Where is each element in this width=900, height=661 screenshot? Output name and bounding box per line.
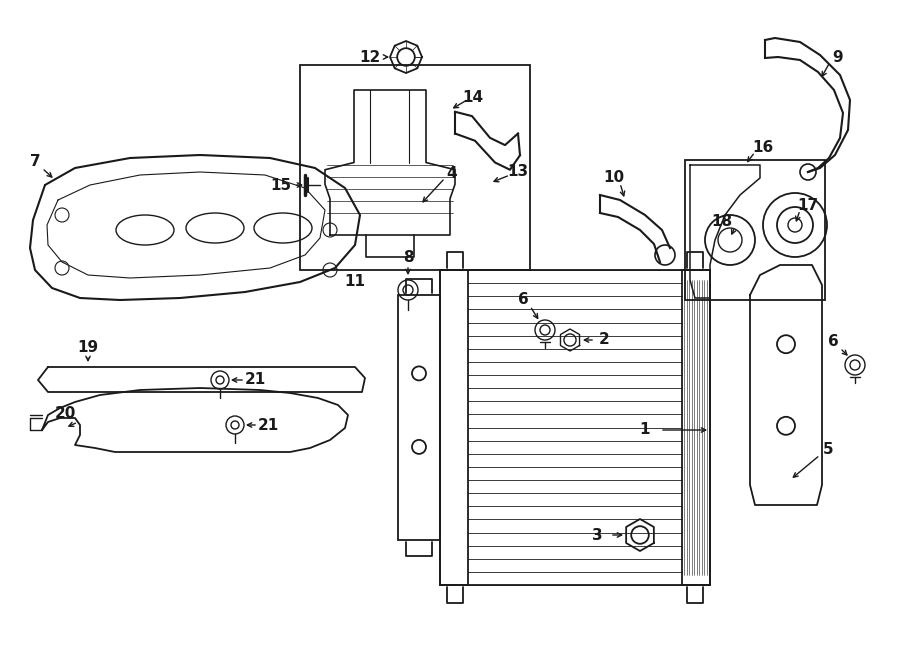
- Text: 6: 6: [518, 293, 528, 307]
- Text: 3: 3: [591, 527, 602, 543]
- Text: 6: 6: [828, 334, 839, 350]
- Text: 1: 1: [640, 422, 650, 438]
- Text: 20: 20: [54, 405, 76, 420]
- Bar: [685, 160, 825, 300]
- Bar: [300, 65, 530, 270]
- Bar: [440, 270, 710, 585]
- Text: 19: 19: [77, 340, 99, 354]
- Text: 16: 16: [752, 141, 774, 155]
- Text: 10: 10: [603, 169, 625, 184]
- Text: 21: 21: [245, 373, 266, 387]
- Text: 21: 21: [257, 418, 279, 432]
- Text: 5: 5: [823, 442, 833, 457]
- Text: 18: 18: [711, 215, 733, 229]
- Text: 12: 12: [359, 50, 381, 65]
- Text: 9: 9: [832, 50, 843, 65]
- Bar: [440, 270, 468, 585]
- Text: 2: 2: [598, 332, 609, 348]
- Text: 11: 11: [345, 274, 365, 290]
- Text: 4: 4: [446, 165, 457, 180]
- Text: 7: 7: [30, 153, 40, 169]
- Text: 14: 14: [463, 89, 483, 104]
- Bar: [398, 295, 440, 540]
- Text: 17: 17: [797, 198, 819, 214]
- Text: 8: 8: [402, 249, 413, 264]
- Text: 13: 13: [508, 165, 528, 180]
- Bar: [682, 270, 710, 585]
- Text: 15: 15: [270, 178, 292, 192]
